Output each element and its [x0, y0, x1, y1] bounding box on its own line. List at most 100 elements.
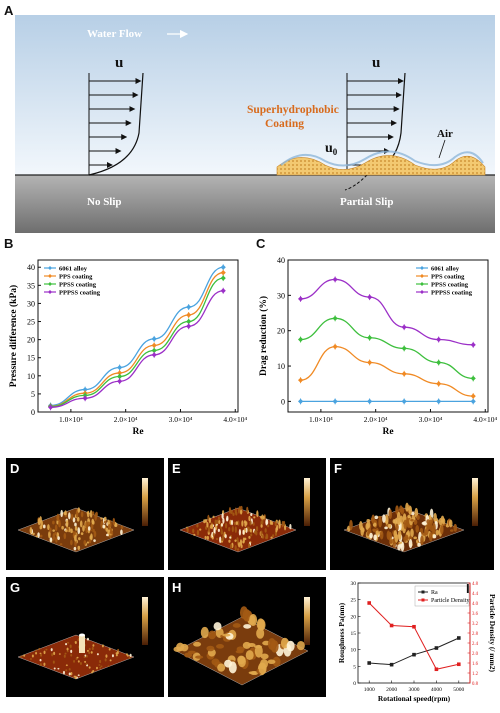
surface-peak: [91, 671, 94, 674]
surface-peak: [379, 530, 384, 540]
surface-peak: [222, 517, 225, 524]
surface-peak: [93, 530, 97, 538]
no-slip-velocity-profile: [88, 72, 144, 176]
surface-peak: [433, 512, 437, 523]
surface-peak: [262, 534, 265, 539]
y-tick-label: 30: [27, 299, 35, 308]
surface-peak: [77, 527, 81, 535]
surface-peak: [63, 511, 67, 515]
data-point: [401, 324, 407, 330]
surface-peak: [232, 623, 241, 628]
surface-peak: [384, 514, 389, 525]
surface-peak: [74, 522, 77, 527]
surface-peak: [221, 531, 224, 535]
surface-peak: [84, 660, 87, 663]
surface-peak: [449, 529, 454, 532]
surface-peak: [382, 514, 386, 523]
data-point: [389, 623, 394, 628]
surface-peak: [79, 520, 83, 528]
surface-peak: [106, 533, 109, 537]
data-point: [434, 667, 439, 672]
afm-image-h: [168, 577, 326, 697]
y-tick-label: 0: [281, 397, 285, 406]
surface-peak: [258, 662, 267, 675]
surface-peak: [408, 538, 413, 549]
surface-peak: [70, 539, 73, 546]
surface-peak: [372, 528, 376, 532]
surface-peak: [211, 658, 220, 666]
y-tick-label: 35: [27, 281, 35, 290]
surface-peak: [408, 536, 413, 541]
legend-entry: Ra: [431, 590, 438, 596]
surface-peak: [74, 534, 77, 542]
surface-peak: [212, 515, 215, 519]
surface-peak: [85, 663, 88, 666]
surface-peak: [204, 518, 208, 523]
surface-peak: [70, 513, 74, 521]
legend-marker: [420, 274, 424, 278]
surface-peak: [267, 659, 276, 665]
data-point: [367, 601, 371, 605]
tall-particle: [79, 635, 85, 653]
surface-peak: [235, 650, 244, 654]
surface-peak: [54, 524, 58, 532]
afm-image-g: [6, 577, 164, 697]
legend-entry: PPS coating: [431, 274, 465, 281]
surface-peak: [40, 653, 43, 657]
surface-peak: [120, 525, 124, 530]
surface-peak: [63, 654, 66, 658]
y-tick-label: 0: [31, 408, 35, 417]
surface-peak: [221, 513, 224, 520]
surface-peak: [217, 528, 220, 532]
surface-peak: [77, 545, 81, 551]
tall-particle-top: [79, 633, 85, 637]
surface-peak: [428, 532, 433, 542]
surface-peak: [243, 624, 252, 629]
data-point: [412, 624, 416, 629]
surface-peak: [245, 650, 254, 661]
surface-peak: [388, 509, 393, 520]
y-tick-label-right: 4.4: [472, 592, 479, 597]
surface-peak: [66, 650, 69, 653]
x-tick-label: 1.0×10⁴: [309, 415, 333, 424]
surface-peak: [37, 518, 41, 526]
surface-peak: [245, 521, 248, 526]
surface-peak: [375, 530, 380, 536]
surface-peak: [415, 524, 419, 533]
surface-peak: [237, 520, 240, 526]
surface-peak: [20, 655, 23, 658]
height-scale-bar: [472, 478, 478, 526]
surface-peak: [349, 519, 353, 531]
data-point: [298, 296, 304, 302]
afm-image-f: [330, 458, 494, 570]
data-point: [220, 288, 226, 294]
surface-peak: [66, 647, 69, 651]
surface-peak: [215, 537, 219, 541]
surface-peak: [260, 520, 263, 526]
data-point: [470, 393, 476, 399]
surface-peak: [88, 539, 92, 544]
panel-e-label: E: [172, 461, 181, 476]
surface-peak: [246, 506, 249, 513]
surface-peak: [404, 534, 409, 540]
legend-entry: Particle Density: [431, 598, 470, 604]
surface-peak: [217, 663, 226, 672]
surface-peak: [95, 666, 98, 670]
y-tick-label: 40: [27, 263, 35, 272]
surface-peak: [248, 543, 251, 549]
surface-peak: [49, 527, 52, 533]
y-axis-label-left: Roughness Pa(nm): [337, 602, 346, 663]
surface-peak: [228, 507, 232, 514]
surface-peak: [220, 523, 224, 527]
surface-peak: [65, 529, 68, 533]
y-tick-label: 10: [27, 372, 35, 381]
surface-peak: [260, 524, 263, 528]
surface-peak: [199, 528, 202, 531]
surface-peak: [398, 541, 403, 544]
surface-peak: [77, 674, 80, 676]
surface-peak: [239, 606, 248, 620]
surface-peak: [264, 528, 267, 533]
surface-peak: [426, 522, 431, 531]
surface-peak: [129, 653, 132, 658]
y-tick-label-left: 15: [351, 631, 357, 637]
